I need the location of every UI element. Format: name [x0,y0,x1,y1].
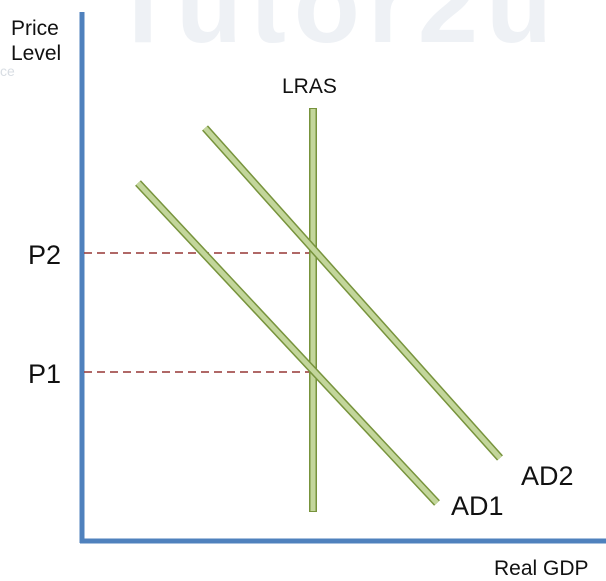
ad1-label: AD1 [451,491,504,521]
ad2-label: AD2 [521,461,574,491]
x-axis-label: Real GDP [494,557,589,580]
watermark-text: Tutor2u [110,0,560,65]
y-axis-label: Price Level [11,17,62,66]
p1-label: P1 [28,359,62,389]
lras-label: LRAS [282,75,337,98]
ad2-curve-fill [203,126,502,460]
p2-label: P2 [28,240,62,270]
ad1-curve-fill [136,181,439,505]
faded-text: ce [0,63,15,79]
